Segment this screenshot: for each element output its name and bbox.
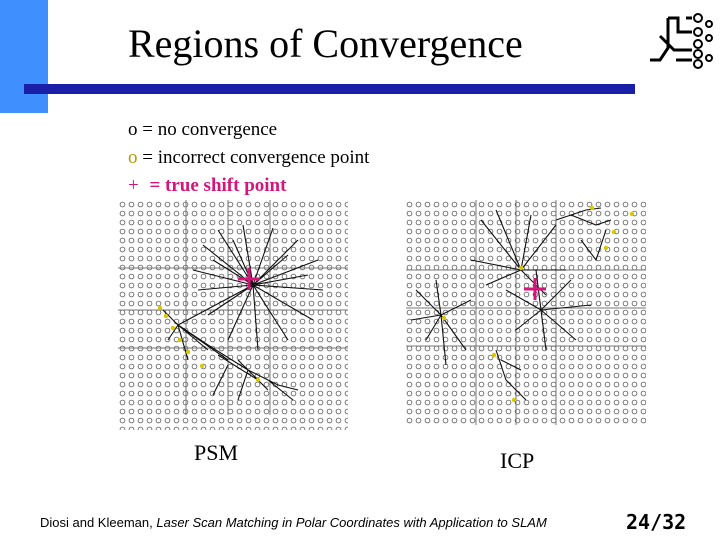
icp-caption: ICP (500, 448, 535, 473)
footer-citation: Diosi and Kleeman, Laser Scan Matching i… (40, 515, 547, 530)
page-number: 24/32 (626, 510, 687, 534)
legend-item-no-convergence: o = no convergence (128, 116, 369, 144)
psm-convergence-plot (118, 200, 348, 430)
footer-authors: Diosi and Kleeman, (40, 515, 153, 530)
legend-item-incorrect-convergence: o = incorrect convergence point (128, 144, 369, 172)
accent-side-bar (0, 0, 48, 113)
icp-true-shift-marker (524, 278, 546, 300)
legend-symbol: o (128, 119, 138, 140)
legend-symbol: + (128, 175, 139, 196)
legend-item-true-shift: + = true shift point (128, 172, 369, 200)
circuit-logo-icon (650, 13, 713, 69)
legend-text: = no convergence (142, 119, 278, 140)
legend: o = no convergence o = incorrect converg… (128, 116, 369, 200)
legend-text: = true shift point (149, 175, 287, 196)
psm-true-shift-marker (238, 268, 260, 290)
slide-title: Regions of Convergence (128, 21, 523, 66)
icp-plot-canvas (406, 200, 646, 425)
legend-text: = incorrect convergence point (142, 147, 370, 168)
title-underline (24, 84, 635, 94)
psm-plot-canvas (118, 200, 348, 430)
legend-symbol: o (128, 147, 138, 168)
psm-caption: PSM (194, 440, 239, 465)
footer-paper-title: Laser Scan Matching in Polar Coordinates… (156, 515, 547, 530)
icp-convergence-plot (396, 200, 646, 430)
